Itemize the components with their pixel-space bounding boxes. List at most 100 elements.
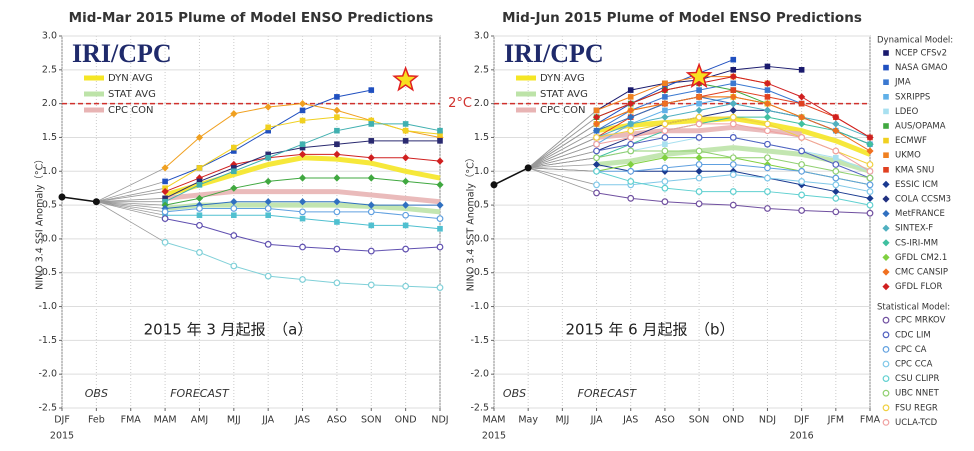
model-point [231,165,237,171]
legend-marker [882,404,890,412]
plume-connector [96,201,166,216]
model-point [436,284,444,292]
x-tick-label: SON [361,415,382,426]
model-point [436,157,444,165]
model-point [764,87,771,93]
legend-label: UBC NNET [895,389,940,399]
legend-label: SXRIPPS [895,92,930,102]
x-tick-label: May [518,415,538,426]
plume-connector [96,191,166,203]
y-tick-label: 1.5 [42,132,57,143]
model-point [764,140,771,148]
legend-label: JMA [894,78,911,88]
x-tick-label: ASO [655,415,675,426]
y-tick-label: 1.0 [42,166,57,177]
chart-title: Mid-Jun 2015 Plume of Model ENSO Predict… [502,10,862,26]
y-tick-label: 2.5 [474,64,489,75]
x-tick-label: JJA [261,415,274,426]
model-point [661,164,669,172]
model-point [661,184,669,192]
model-point [627,178,635,185]
model-point [593,154,600,162]
legend-label: NASA GMAO [895,63,948,73]
observed-point [58,193,66,201]
model-point [764,188,771,195]
model-point [798,147,806,155]
model-point [298,174,307,182]
model-point [798,207,806,214]
model-point [593,189,600,197]
observed-line [61,196,97,203]
model-point [368,117,375,124]
model-point [367,201,375,209]
plume-connector [96,201,166,206]
model-point [764,205,771,212]
model-point [592,113,601,121]
model-point [798,134,806,141]
model-point [592,160,601,169]
model-point [764,164,771,172]
model-point [368,222,375,229]
model-point [402,177,410,186]
model-point [695,154,703,162]
legend-marker [882,268,890,276]
model-point [627,140,635,148]
model-point [402,245,410,253]
model-point [832,174,840,182]
plume-connector [96,197,166,203]
legend-label: ESSIC ICM [895,180,938,190]
model-point [368,121,375,127]
model-point [798,93,806,101]
legend-marker [882,346,890,353]
legend-label: CPC MRKOV [895,316,946,326]
model-point [298,198,307,206]
model-point [299,208,306,216]
legend-marker [882,283,890,291]
x-tick-label: NDJ [431,415,448,426]
logo: IRI/CPC [504,39,604,68]
model-point [695,113,703,121]
model-point [299,144,306,151]
model-point [333,174,341,182]
x-tick-label: JJA [590,415,603,426]
x-tick-label: JFM [827,415,844,426]
star-marker [685,62,713,89]
model-point [196,182,203,188]
model-point [662,80,668,87]
model-point [367,247,375,255]
model-point [695,147,703,155]
model-point [662,107,668,114]
plume-connector [527,110,597,169]
model-point [661,147,669,155]
legend-label: CDC LIM [895,330,931,340]
model-point [729,188,737,195]
model-point [730,80,737,87]
model-point [368,138,375,144]
model-point [695,93,703,101]
average-line [164,189,441,205]
model-point [367,208,375,216]
x-tick-label: MJJ [227,415,241,426]
model-point [627,94,634,100]
model-point [402,222,409,229]
legend-marker [883,64,889,71]
model-point [162,195,168,202]
model-point [592,127,601,135]
model-point [195,194,204,202]
model-point [866,161,874,168]
plume-connector [96,201,166,213]
x-tick-label: JAS [622,415,638,426]
model-point [593,134,600,141]
x-tick-label: FMA [121,415,142,426]
legend-marker [882,375,890,383]
model-point [367,281,375,289]
chart-note: 2015 年 3 月起报 （a） [144,321,313,339]
y-tick-label: 0.0 [474,233,489,244]
legend-marker [883,123,889,129]
model-point [265,212,271,219]
model-point [832,208,840,216]
model-point [661,127,669,135]
model-point [265,124,271,131]
model-point [866,181,874,189]
legend-marker [882,316,890,324]
